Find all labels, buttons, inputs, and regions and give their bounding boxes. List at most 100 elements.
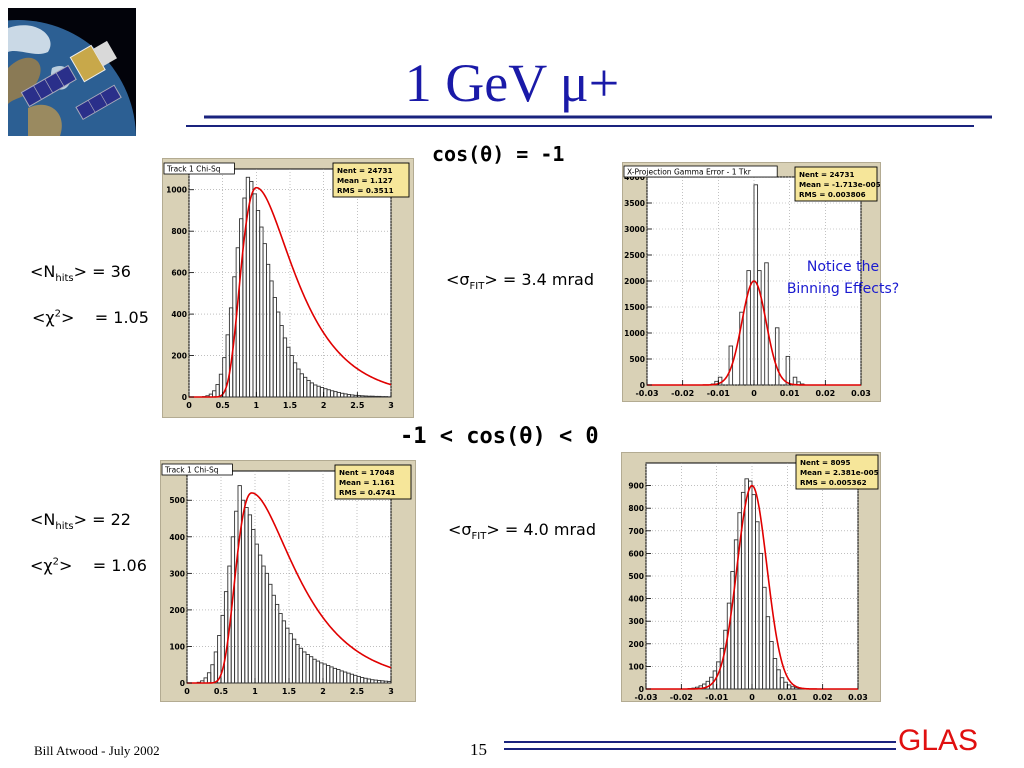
- histogram-bin: [366, 395, 372, 398]
- y-tick-label: 3500: [624, 199, 645, 208]
- chi2-stat-top: <χ2> = 1.05: [32, 308, 149, 327]
- histogram-bin: [739, 311, 744, 386]
- y-tick-label: 400: [169, 533, 185, 542]
- sigma-fit-stat-bottom: <σFIT> = 4.0 mrad: [448, 520, 596, 543]
- x-tick-label: -0.03: [634, 693, 657, 701]
- nhits-stat-bottom: <Nhits> = 22: [30, 510, 131, 533]
- stats-line: Nent = 8095: [800, 458, 850, 467]
- chart-panel-gamma-error-bottom: -0.03 -0.02 -0.01 0 0.01 0.02 0.03 0 100 200 300 40…: [621, 452, 881, 702]
- stats-box: [794, 166, 878, 202]
- x-tick-label: 1.5: [283, 401, 298, 410]
- x-tick-label: 0.02: [815, 389, 835, 398]
- y-tick-label: 400: [628, 595, 644, 604]
- x-tick-label: 1.5: [282, 687, 297, 696]
- histogram-title-box: [163, 162, 235, 175]
- footer-author: Bill Atwood - July 2002: [34, 743, 160, 758]
- histogram-bin: [757, 270, 762, 386]
- histogram-bin: [774, 327, 780, 386]
- stats-line: Nent = 24731: [799, 170, 854, 179]
- y-tick-label: 200: [628, 640, 644, 649]
- x-tick-label: 0: [184, 687, 190, 696]
- x-tick-label: -0.01: [705, 693, 728, 701]
- x-tick-label: 0.03: [848, 693, 868, 701]
- stats-line: RMS = 0.4741: [339, 488, 396, 497]
- nhits-stat-top: <Nhits> = 36: [30, 262, 131, 285]
- y-tick-label: 600: [628, 549, 644, 558]
- x-tick-label: 0.01: [780, 389, 800, 398]
- y-tick-label: 0: [182, 393, 187, 402]
- histogram-title: Track 1 Chi-Sq: [164, 466, 219, 475]
- stats-line: Mean = 1.127: [337, 176, 393, 185]
- y-tick-label: 0: [639, 685, 644, 694]
- histogram-title: X-Projection Gamma Error - 1 Tkr: [627, 168, 752, 177]
- stats-line: RMS = 0.005362: [800, 478, 867, 487]
- footer-divider: [504, 741, 896, 750]
- stats-line: Mean = -1.713e-005: [799, 180, 880, 189]
- gamma-error-histogram-bottom: -0.03 -0.02 -0.01 0 0.01 0.02 0.03 0 100 200 300 40…: [628, 454, 879, 701]
- x-tick-label: 2: [320, 687, 326, 696]
- y-tick-label: 200: [169, 606, 185, 615]
- x-tick-label: -0.02: [670, 693, 693, 701]
- y-tick-label: 1000: [624, 329, 645, 338]
- stats-box: [795, 454, 879, 490]
- histogram-bin: [764, 262, 769, 386]
- slide-title: 1 GeV μ+: [404, 53, 620, 113]
- y-tick-label: 500: [169, 496, 185, 505]
- y-tick-label: 1000: [166, 186, 187, 195]
- histogram-bin: [746, 270, 751, 386]
- x-tick-label: 3: [388, 687, 394, 696]
- histogram-bin: [785, 355, 791, 386]
- stats-box: [332, 162, 410, 198]
- chisq-histogram-bottom: 0 0.5 1 1.5 2 2.5 3 0 100 200 300 400 500 Track 1 Chi…: [161, 463, 412, 696]
- page-number: 15: [470, 740, 487, 759]
- y-tick-label: 900: [628, 482, 644, 491]
- y-tick-label: 800: [171, 227, 187, 236]
- chisq-histogram-top: 0 0.5 1 1.5 2 2.5 3 0 200 400 600 800 1000 Track 1 Ch…: [163, 162, 410, 410]
- y-tick-label: 100: [169, 642, 185, 651]
- y-tick-label: 0: [640, 381, 645, 390]
- stats-line: Mean = 2.381e-005: [800, 468, 879, 477]
- histogram-bin: [370, 395, 375, 398]
- x-tick-label: 0.01: [777, 693, 797, 701]
- x-tick-label: 1: [252, 687, 258, 696]
- x-tick-label: 0.5: [216, 401, 231, 410]
- stats-line: Nent = 17048: [339, 468, 394, 477]
- y-tick-label: 2500: [624, 251, 645, 260]
- chart-panel-chisq-bottom: 0 0.5 1 1.5 2 2.5 3 0 100 200 300 400 500 Track 1 Chi…: [160, 460, 416, 702]
- chart-panel-gamma-error-top: -0.03 -0.02 -0.01 0 0.01 0.02 0.03 0 500 1000 1500…: [622, 162, 881, 402]
- y-tick-label: 500: [628, 572, 644, 581]
- y-tick-label: 700: [628, 527, 644, 536]
- title-divider: [186, 115, 992, 127]
- x-tick-label: 3: [388, 401, 394, 410]
- y-tick-label: 1500: [624, 303, 645, 312]
- binning-notice: Notice the Binning Effects?: [768, 256, 918, 300]
- section-header-top: cos(θ) = -1: [432, 142, 565, 166]
- y-tick-label: 0: [180, 679, 185, 688]
- sigma-fit-stat-top: <σFIT> = 3.4 mrad: [446, 270, 594, 293]
- x-tick-label: 0.03: [851, 389, 871, 398]
- stats-line: Nent = 24731: [337, 166, 392, 175]
- histogram-title: Track 1 Chi-Sq: [166, 165, 221, 174]
- y-tick-label: 3000: [624, 225, 645, 234]
- x-tick-label: 1: [254, 401, 260, 410]
- y-tick-label: 300: [169, 569, 185, 578]
- y-tick-label: 300: [628, 617, 644, 626]
- section-header-bottom: -1 < cos(θ) < 0: [400, 424, 599, 449]
- y-tick-label: 400: [171, 310, 187, 319]
- x-tick-label: 0.5: [214, 687, 229, 696]
- chart-panel-chisq-top: 0 0.5 1 1.5 2 2.5 3 0 200 400 600 800 1000 Track 1 Ch…: [162, 158, 414, 418]
- glas-logo: GLAS: [898, 724, 979, 757]
- x-tick-label: 0: [749, 693, 755, 701]
- gamma-error-histogram-top: -0.03 -0.02 -0.01 0 0.01 0.02 0.03 0 500 1000 1500…: [623, 165, 880, 398]
- y-tick-label: 500: [629, 355, 645, 364]
- x-tick-label: 2.5: [350, 687, 365, 696]
- histogram-bin: [377, 395, 382, 398]
- satellite-logo: [8, 8, 136, 136]
- stats-line: RMS = 0.003806: [799, 190, 866, 199]
- y-tick-label: 2000: [624, 277, 645, 286]
- chi2-stat-bottom: <χ2> = 1.06: [30, 556, 147, 575]
- y-tick-label: 800: [628, 504, 644, 513]
- y-tick-label: 100: [628, 662, 644, 671]
- x-tick-label: 2: [321, 401, 327, 410]
- x-tick-label: -0.03: [635, 389, 658, 398]
